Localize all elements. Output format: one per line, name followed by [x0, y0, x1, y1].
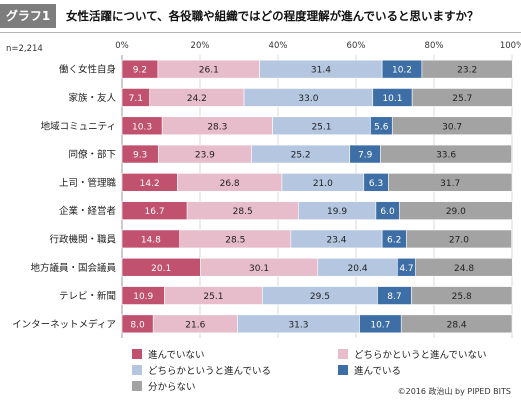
bar-segment — [398, 201, 513, 220]
legend-label: どちらかというと進んでいない — [354, 350, 487, 361]
x-tick-label: 100% — [500, 41, 521, 51]
category-label: 上司・管理職 — [59, 177, 117, 189]
category-label: 行政機関・職員 — [49, 233, 116, 245]
x-tick-label: 60% — [347, 41, 366, 51]
data-label: 25.1 — [203, 292, 223, 302]
data-label: 33.6 — [436, 151, 456, 161]
chart-title: 女性活躍について、各役職や組織ではどの程度理解が進んでいると思いますか？ — [66, 9, 479, 23]
legend-swatch — [338, 349, 348, 359]
data-label: 31.3 — [288, 320, 308, 330]
data-label: 10.2 — [392, 66, 412, 76]
data-label: 10.7 — [370, 320, 390, 330]
data-label: 31.7 — [440, 179, 460, 189]
data-label: 8.7 — [387, 292, 401, 302]
bar-segment — [391, 116, 513, 136]
legend-label: 分からない — [148, 382, 196, 393]
chart-number-badge: グラフ1 — [0, 4, 56, 28]
copyright-footer: ©2016 政治山 by PIPED BITS — [397, 387, 511, 396]
data-label: 33.0 — [298, 94, 318, 104]
legend-swatch — [338, 365, 348, 375]
legend-item-progressing: 進んでいる — [338, 363, 401, 377]
bar-segment — [421, 59, 513, 79]
data-label: 25.1 — [311, 122, 331, 132]
legend-item-not-progressing: 進んでいない — [132, 347, 205, 361]
data-label: 25.2 — [291, 151, 311, 161]
data-label: 28.5 — [233, 207, 253, 217]
category-label: インターネットメディア — [12, 318, 116, 330]
x-tick-label: 0% — [115, 41, 129, 51]
data-label: 24.8 — [454, 264, 474, 274]
data-label: 8.0 — [130, 320, 145, 330]
bar-segment — [411, 88, 513, 107]
legend-label: 進んでいる — [354, 366, 402, 377]
bar-segment — [388, 173, 513, 192]
legend-item-dont-know: 分からない — [132, 379, 196, 393]
data-label: 25.8 — [452, 292, 472, 302]
legend-swatch — [132, 365, 142, 375]
data-label: 10.3 — [132, 122, 152, 132]
stacked-bar-chart: 0% 20% 40% 60% 80% 100% 働く女性自身 9.2 26.1 31.4 10.2 2… — [12, 41, 521, 338]
legend-label: 進んでいない — [148, 350, 205, 361]
legend-label: どちらかというと進んでいる — [148, 366, 272, 377]
bar-segment — [380, 144, 512, 164]
legend-swatch — [132, 349, 142, 359]
data-label: 20.1 — [151, 264, 171, 274]
data-label: 19.9 — [327, 207, 347, 217]
data-label: 16.7 — [145, 207, 165, 217]
data-label: 30.7 — [442, 122, 462, 132]
bar-segment — [400, 314, 513, 334]
data-label: 7.1 — [129, 94, 143, 104]
legend-swatch — [132, 381, 142, 391]
bar-segment — [411, 286, 513, 305]
data-label: 30.1 — [249, 264, 269, 274]
data-label: 23.4 — [326, 235, 346, 245]
data-label: 10.9 — [133, 292, 153, 302]
data-label: 28.4 — [447, 320, 467, 330]
data-label: 6.0 — [380, 207, 395, 217]
data-label: 27.0 — [449, 235, 469, 245]
data-label: 4.7 — [399, 264, 413, 274]
data-label: 25.7 — [452, 94, 472, 104]
chart-header: グラフ1 女性活躍について、各役職や組織ではどの程度理解が進んでいると思いますか… — [0, 0, 521, 34]
sample-size-label: n=2,214 — [6, 44, 43, 54]
data-label: 26.1 — [199, 66, 219, 76]
category-label: 地方議員・国会議員 — [30, 262, 116, 274]
category-label: テレビ・新聞 — [59, 290, 116, 302]
bar-segment — [415, 257, 513, 277]
category-label: 地域コミュニティ — [41, 120, 116, 132]
data-label: 14.2 — [140, 179, 160, 189]
x-tick-label: 20% — [191, 41, 210, 51]
data-label: 9.2 — [133, 66, 147, 76]
data-label: 6.3 — [369, 179, 383, 189]
legend-item-somewhat-progressing: どちらかというと進んでいる — [132, 363, 271, 377]
category-label: 家族・友人 — [68, 92, 116, 104]
legend-item-somewhat-not-progressing: どちらかというと進んでいない — [338, 347, 487, 361]
x-tick-label: 80% — [425, 41, 444, 51]
data-label: 28.3 — [207, 122, 227, 132]
data-label: 7.9 — [358, 151, 373, 161]
data-label: 20.4 — [348, 264, 368, 274]
data-label: 21.6 — [185, 320, 205, 330]
category-label: 企業・経営者 — [59, 205, 116, 217]
data-label: 6.2 — [387, 235, 401, 245]
category-label: 働く女性自身 — [59, 64, 116, 76]
data-label: 9.3 — [133, 151, 147, 161]
data-label: 10.1 — [382, 94, 402, 104]
data-label: 29.5 — [310, 292, 330, 302]
category-label: 同僚・部下 — [68, 149, 116, 161]
data-label: 31.4 — [311, 66, 331, 76]
data-label: 5.6 — [374, 122, 389, 132]
data-label: 23.2 — [457, 66, 477, 76]
data-label: 26.8 — [220, 179, 240, 189]
bar-segment — [406, 229, 512, 249]
data-label: 21.0 — [313, 179, 333, 189]
data-label: 24.2 — [187, 94, 207, 104]
data-label: 14.8 — [141, 235, 161, 245]
chart-legend: 進んでいない どちらかというと進んでいない どちらかというと進んでいる 進んでい… — [132, 347, 512, 397]
data-label: 28.5 — [225, 235, 245, 245]
data-label: 29.0 — [446, 207, 466, 217]
header-divider — [0, 32, 521, 33]
data-label: 23.9 — [195, 151, 215, 161]
x-tick-label: 40% — [269, 41, 288, 51]
